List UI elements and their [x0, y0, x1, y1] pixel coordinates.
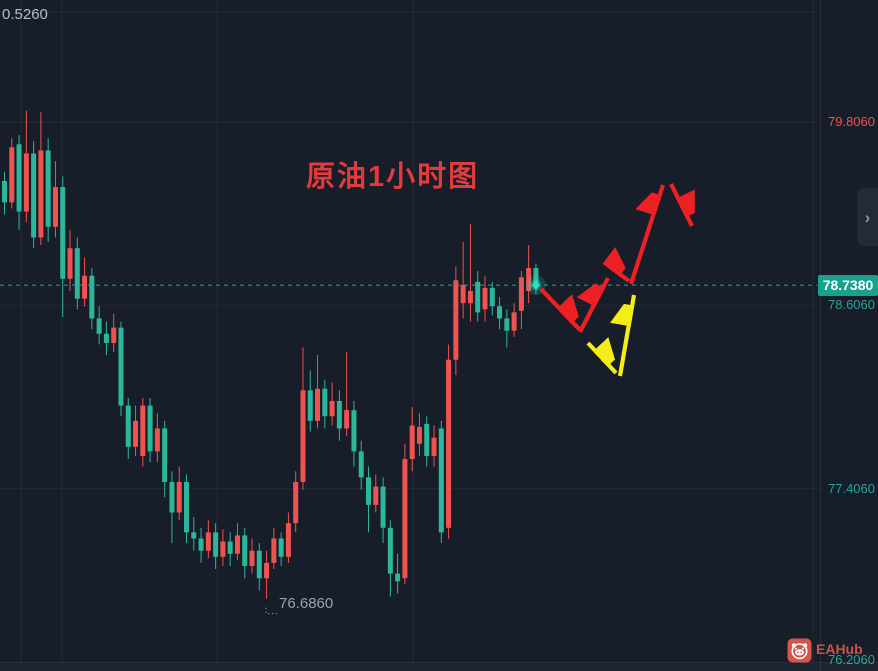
panel-expand-tab[interactable]: ›: [857, 188, 878, 246]
price-axis[interactable]: 79.8060 78.6060 77.4060 76.2060: [820, 0, 878, 671]
time-axis-strip[interactable]: [0, 662, 878, 671]
current-price-tag: 78.7380: [818, 274, 878, 296]
axis-label-79.8060: 79.8060: [828, 114, 875, 129]
forecast-arrow-red-down-3[interactable]: [609, 266, 629, 283]
eahub-pig-logo-icon: [787, 638, 812, 663]
eahub-brand-text: EAHub: [816, 641, 863, 657]
forecast-arrow-red-down-5[interactable]: [669, 183, 692, 227]
chart-title-annotation[interactable]: 原油1小时图: [306, 161, 480, 193]
eahub-watermark: EAHub: [787, 638, 863, 663]
forecast-arrow-red-up-4[interactable]: [629, 184, 665, 285]
candles-layer: [2, 110, 539, 599]
forecast-arrow-yellow-down-1[interactable]: [586, 343, 616, 375]
axis-label-77.4060: 77.4060: [828, 480, 875, 496]
forecast-arrow-red-up-2[interactable]: [580, 277, 610, 333]
forecast-arrow-yellow-up-2[interactable]: [620, 294, 637, 377]
low-price-label: 76.6860: [279, 595, 334, 612]
low-price-leader-line: [265, 607, 277, 615]
chevron-right-icon: ›: [864, 207, 871, 227]
axis-label-78.6060: 78.6060: [828, 297, 875, 313]
axis-label-76.2060: 76.2060: [828, 652, 875, 667]
left-price-label: 0.5260: [2, 6, 48, 23]
grid-lines: [0, 0, 820, 662]
forecast-arrow-red-down-1[interactable]: [539, 287, 580, 332]
